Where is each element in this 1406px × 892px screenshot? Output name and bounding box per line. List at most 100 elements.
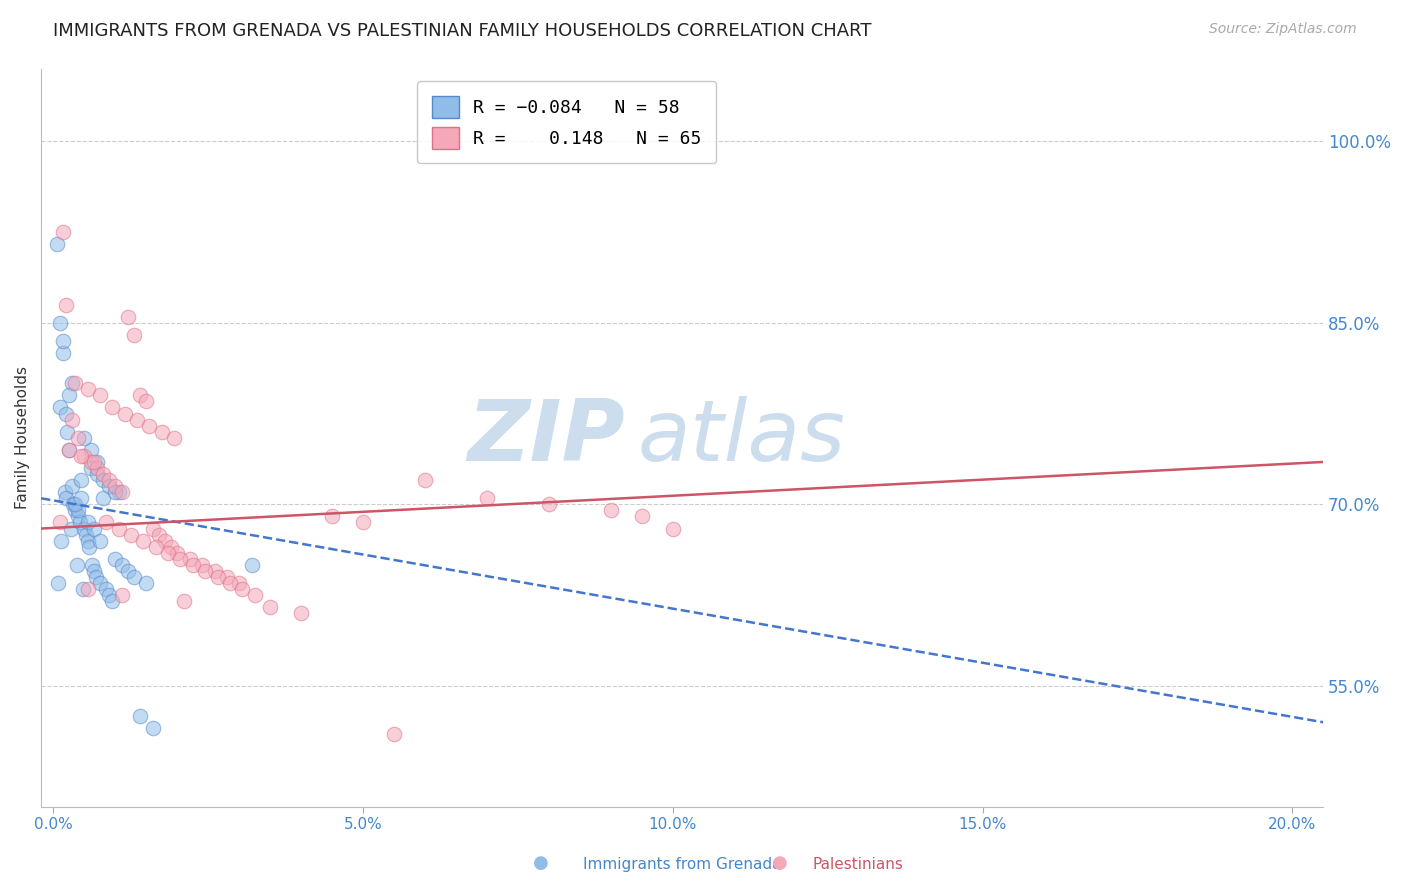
Point — [107, 522, 129, 536]
Point — [52, 334, 75, 348]
Point — [181, 558, 204, 572]
Point — [76, 516, 98, 530]
Point — [55, 407, 77, 421]
Point — [631, 509, 654, 524]
Point — [101, 594, 124, 608]
Point — [70, 449, 93, 463]
Point — [83, 564, 105, 578]
Point — [135, 576, 157, 591]
Point — [129, 388, 152, 402]
Text: atlas: atlas — [637, 396, 845, 479]
Point — [94, 516, 117, 530]
Point — [53, 485, 76, 500]
Point — [56, 425, 79, 439]
Point — [86, 467, 108, 481]
Point — [48, 516, 70, 530]
Point — [59, 522, 82, 536]
Point — [231, 582, 253, 596]
Point — [83, 522, 105, 536]
Point — [72, 582, 94, 596]
Point — [73, 449, 96, 463]
Point — [132, 533, 155, 548]
Point — [55, 297, 77, 311]
Point — [98, 479, 121, 493]
Point — [70, 473, 93, 487]
Point — [191, 558, 214, 572]
Point — [73, 431, 96, 445]
Point — [83, 455, 105, 469]
Point — [207, 570, 229, 584]
Point — [204, 564, 226, 578]
Point — [58, 442, 80, 457]
Point — [58, 442, 80, 457]
Point — [91, 473, 114, 487]
Point — [67, 503, 90, 517]
Point — [111, 485, 134, 500]
Point — [194, 564, 217, 578]
Point — [48, 401, 70, 415]
Point — [290, 607, 312, 621]
Point — [104, 479, 127, 493]
Point — [84, 570, 107, 584]
Point — [75, 527, 97, 541]
Point — [67, 509, 90, 524]
Point — [107, 485, 129, 500]
Point — [413, 473, 436, 487]
Point — [352, 516, 374, 530]
Point — [163, 431, 186, 445]
Point — [104, 485, 127, 500]
Point — [228, 576, 250, 591]
Text: ●: ● — [772, 855, 789, 872]
Point — [321, 509, 343, 524]
Point — [48, 576, 70, 591]
Point — [91, 467, 114, 481]
Point — [73, 522, 96, 536]
Text: ●: ● — [533, 855, 550, 872]
Point — [160, 540, 183, 554]
Point — [117, 564, 139, 578]
Legend: R = −0.084   N = 58, R =    0.148   N = 65: R = −0.084 N = 58, R = 0.148 N = 65 — [418, 81, 716, 163]
Point — [69, 516, 91, 530]
Point — [89, 533, 111, 548]
Point — [80, 558, 103, 572]
Point — [94, 582, 117, 596]
Point — [79, 461, 101, 475]
Point — [52, 346, 75, 360]
Text: Source: ZipAtlas.com: Source: ZipAtlas.com — [1209, 22, 1357, 37]
Point — [67, 431, 90, 445]
Point — [79, 455, 101, 469]
Point — [537, 497, 560, 511]
Point — [243, 588, 266, 602]
Point — [129, 709, 152, 723]
Point — [111, 558, 134, 572]
Text: ZIP: ZIP — [467, 396, 624, 479]
Point — [114, 407, 136, 421]
Point — [89, 388, 111, 402]
Point — [91, 491, 114, 506]
Point — [63, 376, 86, 391]
Point — [48, 316, 70, 330]
Point — [120, 527, 142, 541]
Point — [86, 455, 108, 469]
Point — [98, 473, 121, 487]
Point — [62, 497, 84, 511]
Point — [63, 497, 86, 511]
Point — [599, 503, 621, 517]
Point — [76, 582, 98, 596]
Point — [122, 570, 145, 584]
Point — [157, 546, 180, 560]
Point — [135, 394, 157, 409]
Point — [169, 551, 191, 566]
Point — [101, 401, 124, 415]
Point — [76, 382, 98, 396]
Point — [215, 570, 238, 584]
Point — [117, 310, 139, 324]
Point — [127, 412, 149, 426]
Point — [150, 425, 173, 439]
Point — [382, 727, 405, 741]
Point — [145, 540, 167, 554]
Point — [98, 588, 121, 602]
Point — [142, 721, 165, 735]
Point — [89, 576, 111, 591]
Point — [219, 576, 242, 591]
